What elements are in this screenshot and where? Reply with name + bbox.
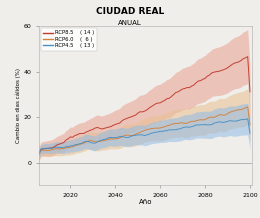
Text: ANUAL: ANUAL (118, 20, 142, 26)
Y-axis label: Cambio en dias cálidos (%): Cambio en dias cálidos (%) (15, 68, 21, 143)
Text: CIUDAD REAL: CIUDAD REAL (96, 7, 164, 15)
Legend: RCP8.5    ( 14 ), RCP6.0    (  6 ), RCP4.5    ( 13 ): RCP8.5 ( 14 ), RCP6.0 ( 6 ), RCP4.5 ( 13… (41, 28, 97, 51)
X-axis label: Año: Año (139, 199, 152, 205)
